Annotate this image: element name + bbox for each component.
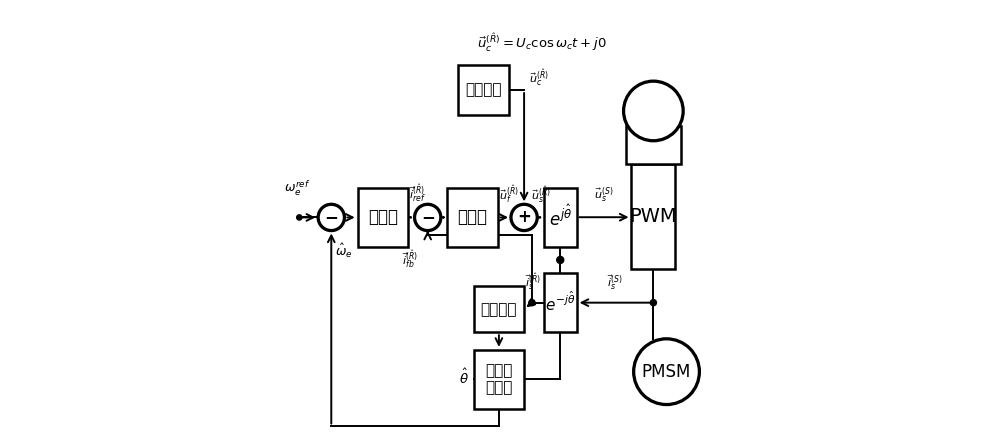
Circle shape xyxy=(529,299,535,306)
Text: $\vec{u}^{(\hat{R})}_{s}$: $\vec{u}^{(\hat{R})}_{s}$ xyxy=(531,184,551,205)
Text: 速度位
置估计: 速度位 置估计 xyxy=(485,363,513,396)
Text: $\vec{u}^{(S)}_{s}$: $\vec{u}^{(S)}_{s}$ xyxy=(594,185,614,205)
Circle shape xyxy=(297,215,302,220)
Bar xyxy=(474,286,524,332)
Bar xyxy=(544,187,577,247)
Bar xyxy=(474,350,524,409)
Text: −: − xyxy=(324,209,338,226)
Text: 高频注入: 高频注入 xyxy=(465,82,502,97)
Circle shape xyxy=(624,81,683,141)
Text: +: + xyxy=(517,209,531,226)
Text: $e^{-j\hat{\theta}}$: $e^{-j\hat{\theta}}$ xyxy=(545,291,575,314)
Circle shape xyxy=(557,256,564,263)
Text: 速度环: 速度环 xyxy=(368,208,398,226)
Bar xyxy=(626,126,681,164)
Text: $\vec{u}^{(\hat{R})}_{f}$: $\vec{u}^{(\hat{R})}_{f}$ xyxy=(499,183,519,205)
Bar xyxy=(447,187,498,247)
Bar xyxy=(544,273,577,332)
Bar xyxy=(631,164,675,269)
Text: $\vec{i}_{ref}^{(\hat{R})}$: $\vec{i}_{ref}^{(\hat{R})}$ xyxy=(409,183,426,204)
Circle shape xyxy=(634,339,699,404)
Text: PWM: PWM xyxy=(630,207,677,226)
Text: $e^{j\hat{\theta}}$: $e^{j\hat{\theta}}$ xyxy=(549,204,572,230)
Text: $\vec{u}_c^{(\hat{R})} = U_c \cos\omega_c t + j0$: $\vec{u}_c^{(\hat{R})} = U_c \cos\omega_… xyxy=(477,32,606,54)
Text: $\vec{i}^{(\hat{R})}_{s}$: $\vec{i}^{(\hat{R})}_{s}$ xyxy=(525,271,542,292)
Text: 电流环: 电流环 xyxy=(458,208,488,226)
Text: $\hat{\omega}_e$: $\hat{\omega}_e$ xyxy=(335,242,352,260)
Circle shape xyxy=(650,299,656,306)
Bar xyxy=(458,65,509,116)
Bar xyxy=(358,187,408,247)
Text: PMSM: PMSM xyxy=(642,363,691,381)
Text: $\vec{i}^{(\hat{R})}_{fb}$: $\vec{i}^{(\hat{R})}_{fb}$ xyxy=(402,248,418,270)
Text: $\hat{\theta}$: $\hat{\theta}$ xyxy=(459,368,469,387)
Circle shape xyxy=(318,204,344,231)
Text: −: − xyxy=(421,209,435,226)
Text: 低通滤波: 低通滤波 xyxy=(481,302,517,317)
Text: $\vec{u}^{(\hat{R})}_c$: $\vec{u}^{(\hat{R})}_c$ xyxy=(529,67,549,88)
Circle shape xyxy=(511,204,537,231)
Text: $\vec{i}^{(S)}_{s}$: $\vec{i}^{(S)}_{s}$ xyxy=(607,273,623,292)
Text: $\omega_e^{ref}$: $\omega_e^{ref}$ xyxy=(284,178,310,198)
Circle shape xyxy=(415,204,441,231)
